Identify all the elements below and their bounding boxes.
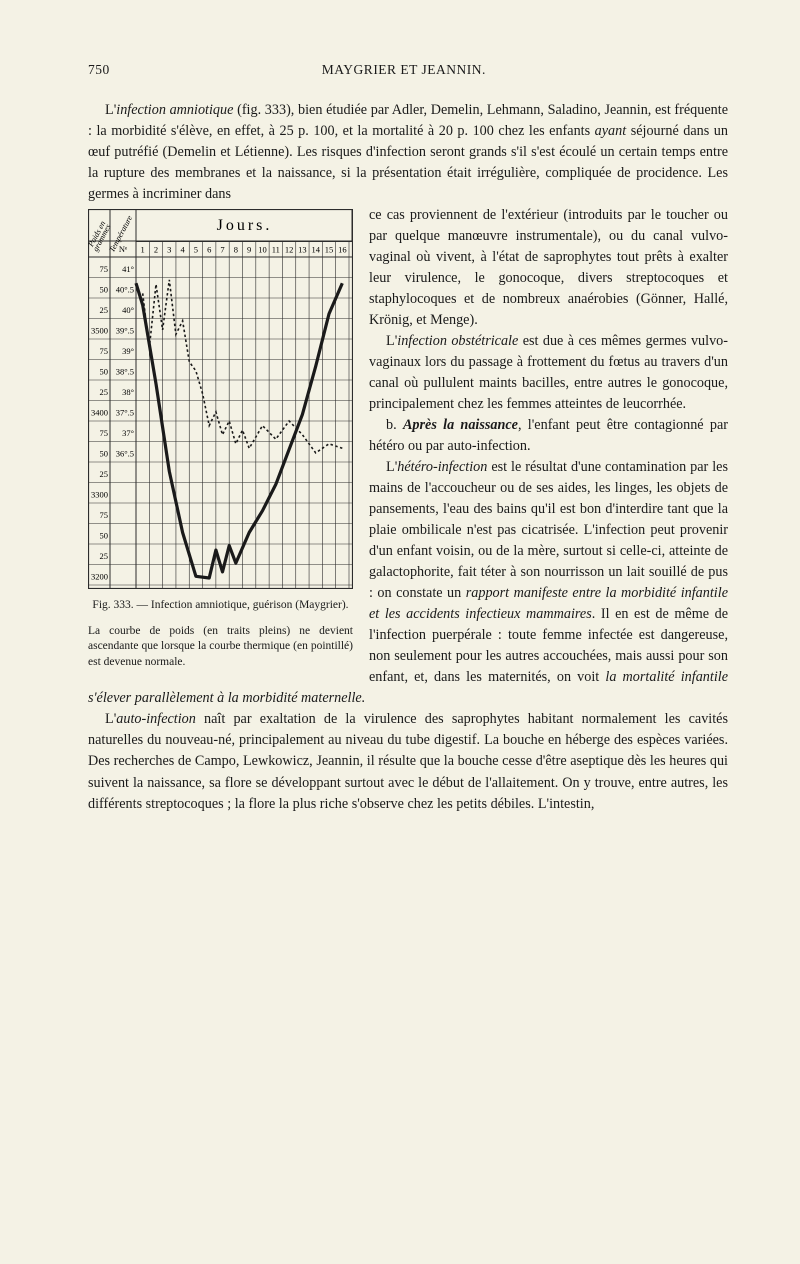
svg-text:36°.5: 36°.5 [116, 448, 134, 458]
svg-text:Nᵉ: Nᵉ [119, 244, 128, 254]
svg-text:14: 14 [311, 245, 320, 255]
svg-text:75: 75 [100, 346, 109, 356]
svg-text:75: 75 [100, 264, 109, 274]
svg-text:41°: 41° [122, 264, 134, 274]
svg-text:37°.5: 37°.5 [116, 407, 134, 417]
svg-text:15: 15 [325, 245, 334, 255]
svg-text:3200: 3200 [91, 571, 108, 581]
svg-text:5: 5 [194, 245, 198, 255]
svg-text:50: 50 [100, 366, 109, 376]
svg-text:16: 16 [338, 245, 347, 255]
page-number: 750 [88, 62, 110, 78]
svg-text:50: 50 [100, 530, 109, 540]
svg-text:25: 25 [100, 551, 109, 561]
svg-text:4: 4 [180, 245, 185, 255]
svg-text:75: 75 [100, 510, 109, 520]
svg-text:75: 75 [100, 428, 109, 438]
svg-text:3: 3 [167, 245, 171, 255]
opening-paragraph: L'infection amniotique (fig. 333), bien … [88, 100, 728, 205]
svg-text:3400: 3400 [91, 407, 108, 417]
svg-text:38°.5: 38°.5 [116, 366, 134, 376]
svg-text:3300: 3300 [91, 489, 108, 499]
p1-continuation: ce cas proviennent de l'extérieur (intro… [369, 207, 728, 328]
figure-subtext: La courbe de poids (en traits pleins) ne… [88, 624, 353, 671]
svg-text:10: 10 [258, 245, 267, 255]
figure-caption: Fig. 333. — Infection amniotique, guéris… [88, 598, 353, 614]
svg-text:7: 7 [220, 245, 224, 255]
svg-text:Jours.: Jours. [217, 217, 273, 234]
svg-text:6: 6 [207, 245, 211, 255]
svg-text:2: 2 [154, 245, 158, 255]
svg-text:9: 9 [247, 245, 251, 255]
running-title: MAYGRIER ET JEANNIN. [322, 62, 486, 78]
svg-text:39°.5: 39°.5 [116, 325, 134, 335]
svg-text:1: 1 [141, 245, 145, 255]
figure-333: Jours.Nᵉ123456789101112131415167541°5040… [88, 209, 353, 670]
svg-text:40°: 40° [122, 305, 134, 315]
svg-text:8: 8 [234, 245, 238, 255]
svg-text:50: 50 [100, 448, 109, 458]
svg-text:3500: 3500 [91, 325, 108, 335]
svg-text:50: 50 [100, 284, 109, 294]
svg-text:25: 25 [100, 305, 109, 315]
svg-text:37°: 37° [122, 428, 134, 438]
chart-svg: Jours.Nᵉ123456789101112131415167541°5040… [88, 209, 353, 589]
svg-text:12: 12 [285, 245, 294, 255]
svg-text:25: 25 [100, 469, 109, 479]
svg-text:38°: 38° [122, 387, 134, 397]
svg-text:25: 25 [100, 387, 109, 397]
svg-text:39°: 39° [122, 346, 134, 356]
paragraph-auto-infection: L'auto-infection naît par exaltation de … [88, 709, 728, 814]
svg-text:11: 11 [272, 245, 280, 255]
svg-text:13: 13 [298, 245, 307, 255]
svg-text:40°.5: 40°.5 [116, 284, 134, 294]
